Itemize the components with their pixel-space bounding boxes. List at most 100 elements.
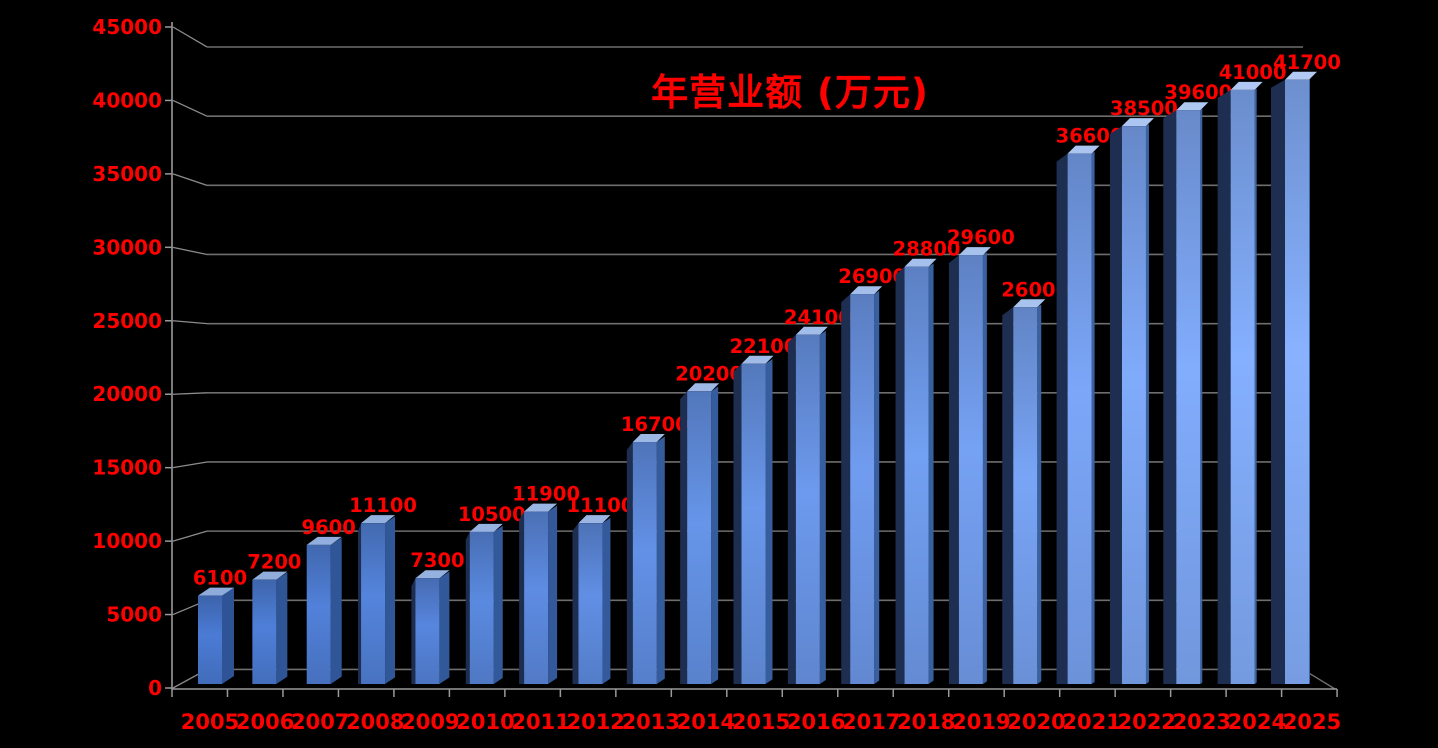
bar-group	[626, 434, 665, 684]
bar-value-label: 41700	[1273, 51, 1341, 74]
bar-right-face	[1254, 88, 1257, 685]
bar-left-face	[841, 294, 851, 684]
bar-left-face	[572, 523, 579, 684]
bar-left-face	[1163, 110, 1177, 685]
bar-group	[411, 570, 450, 684]
bar-value-label: 28800	[893, 238, 961, 261]
bar-group	[1217, 81, 1263, 685]
bar-value-label: 26900	[838, 265, 906, 288]
bar-left-face	[519, 511, 525, 684]
bar-top-face	[361, 515, 396, 524]
bar-value-label: 26000	[1001, 278, 1069, 301]
bar-front-face	[795, 334, 820, 684]
bar-left-face	[1002, 307, 1014, 684]
bar-group	[1056, 145, 1100, 684]
bar-top-face	[1013, 299, 1046, 308]
bar-top-face	[1121, 118, 1154, 127]
bar-value-label: 11100	[567, 494, 635, 517]
bar-top-face	[904, 258, 937, 267]
gridline-depth-segment	[172, 26, 208, 48]
bar-group	[1002, 299, 1046, 684]
x-axis-label: 2006	[236, 710, 294, 734]
bar-front-face	[850, 294, 875, 684]
bar-front-face	[904, 266, 929, 684]
bar-right-face	[493, 525, 503, 684]
bar-right-face	[276, 572, 288, 684]
bar-front-face	[306, 544, 331, 684]
bar-top-face	[1067, 145, 1100, 154]
bar-group	[841, 286, 883, 684]
bar-front-face	[632, 442, 657, 684]
bar-right-face	[439, 571, 450, 684]
bar-value-label: 11100	[349, 494, 417, 517]
bar-value-label: 7200	[247, 551, 301, 574]
bar-left-face	[358, 523, 362, 684]
bar-group	[198, 587, 234, 684]
bar-front-face	[687, 391, 712, 684]
bar-front-face	[1067, 153, 1092, 684]
x-axis-label: 2021	[1062, 710, 1120, 734]
x-axis-label: 2008	[346, 710, 404, 734]
bar-value-label: 39600	[1164, 81, 1232, 104]
bar-top-face	[687, 383, 720, 392]
bar-top-face	[850, 286, 883, 295]
bar-value-label: 9600	[302, 516, 356, 539]
bar-front-face	[1121, 126, 1146, 684]
bar-top-face	[1230, 81, 1263, 90]
bar-value-label: 20200	[675, 362, 743, 385]
bar-front-face	[415, 578, 440, 684]
x-axis-label: 2022	[1117, 710, 1175, 734]
bar-top-face	[524, 503, 558, 512]
bar-left-face	[680, 391, 688, 684]
x-axis-label: 2013	[622, 710, 680, 734]
bar-value-label: 41000	[1219, 61, 1287, 84]
bar-front-face	[198, 595, 222, 684]
bar-group	[306, 536, 342, 684]
bar-left-face	[895, 266, 905, 684]
bar-top-face	[415, 570, 450, 579]
bar-right-face	[819, 330, 826, 684]
bar-left-face	[411, 578, 416, 684]
bar-left-face	[465, 531, 470, 684]
x-axis-label: 2011	[511, 710, 569, 734]
bar-top-face	[198, 587, 234, 596]
x-axis-label: 2005	[181, 710, 239, 734]
bar-right-face	[928, 263, 934, 684]
bar-front-face	[252, 579, 277, 684]
bar-left-face	[1271, 79, 1285, 685]
x-axis-label: 2017	[842, 710, 900, 734]
bar-right-face	[222, 587, 234, 684]
bar-value-label: 36600	[1056, 125, 1124, 148]
bar-top-face	[578, 515, 611, 524]
bar-group	[1109, 118, 1154, 684]
bar-group	[358, 515, 396, 684]
y-axis-label: 15000	[92, 456, 162, 480]
bar-right-face	[874, 290, 880, 684]
bar-front-face	[578, 523, 603, 684]
bar-right-face	[711, 386, 719, 684]
bar-front-face	[1013, 307, 1038, 684]
bar-top-face	[632, 434, 665, 443]
y-axis-label: 35000	[92, 162, 162, 186]
bar-right-face	[1145, 124, 1149, 684]
bar-right-face	[1091, 151, 1095, 684]
x-axis-label: 2016	[787, 710, 845, 734]
bar-group	[787, 326, 828, 684]
gridline-depth-segment	[172, 246, 208, 256]
bar-left-face	[626, 442, 633, 684]
bar-right-face	[330, 537, 342, 684]
bar-group	[733, 355, 774, 684]
bar-left-face	[948, 255, 959, 684]
bar-group	[465, 523, 503, 684]
bar-group	[519, 503, 558, 684]
bar-right-face	[1200, 108, 1203, 684]
bar-left-face	[1109, 126, 1122, 684]
bar-right-face	[385, 516, 396, 684]
bar-front-face	[1176, 110, 1201, 685]
bar-value-label: 24100	[784, 306, 852, 329]
bar-right-face	[982, 252, 987, 685]
x-axis-label: 2019	[952, 710, 1010, 734]
y-axis-label: 30000	[92, 235, 162, 259]
bar-front-face	[469, 531, 494, 684]
